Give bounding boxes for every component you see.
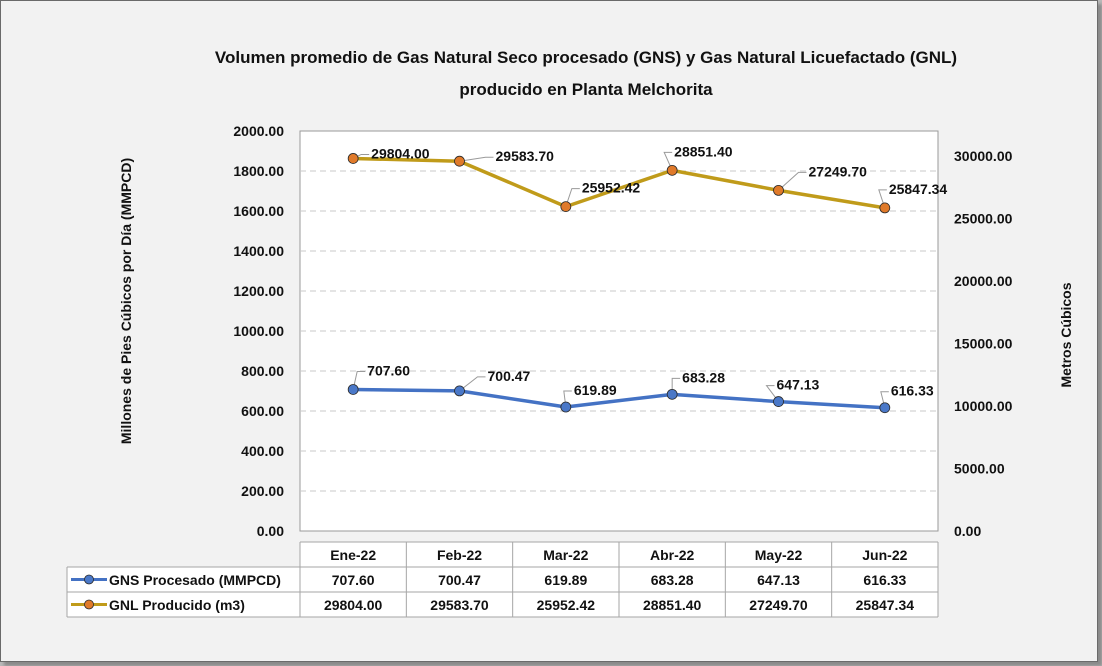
leader-line (459, 376, 486, 392)
data-table: Ene-22 Feb-22 Mar-22 Abr-22 May-22 Jun-22 GNS … (66, 541, 939, 618)
data-label: 707.60 (367, 362, 410, 378)
leader-line (459, 156, 494, 162)
chart-title-line2: producido en Planta Melchorita (459, 80, 713, 99)
y2-axis-label: Metros Cúbicos (1058, 282, 1074, 387)
leader-line (663, 151, 673, 171)
table-cell: 28851.40 (643, 597, 702, 613)
y-tick-label: 800.00 (241, 363, 284, 379)
data-point (347, 153, 359, 164)
y-tick-label: 600.00 (241, 403, 284, 419)
leader-line (880, 391, 889, 408)
y-tick-label: 2000.00 (233, 123, 284, 139)
series-line-gns (353, 387, 885, 410)
leader-line (765, 385, 779, 402)
table-cell: 707.60 (332, 572, 375, 588)
y-tick-label: 1600.00 (233, 203, 284, 219)
data-point (879, 202, 891, 214)
data-label: 700.47 (488, 368, 531, 384)
data-point (560, 201, 572, 212)
table-cell: 683.28 (651, 572, 694, 588)
data-label: 25847.34 (889, 181, 948, 197)
data-point (666, 388, 678, 400)
data-label: 27249.70 (809, 163, 868, 179)
y-tick-label: 1000.00 (233, 323, 284, 339)
data-point (879, 402, 891, 414)
leader-line (878, 189, 887, 209)
x-category-label: Mar-22 (543, 547, 588, 563)
leader-line (778, 171, 807, 191)
data-label: 29804.00 (371, 145, 430, 161)
legend-marker-gnl (84, 599, 94, 610)
table-cell: 619.89 (544, 572, 587, 588)
y2-tick-label: 10000.00 (954, 398, 1013, 414)
y2-tick-label: 20000.00 (954, 273, 1013, 289)
leader-line (565, 188, 580, 207)
data-label: 616.33 (891, 383, 934, 399)
data-point (773, 396, 784, 407)
y2-tick-label: 5000.00 (954, 461, 1005, 477)
legend-label: GNS Procesado (MMPCD) (109, 572, 281, 588)
y-axis-label: Millones de Pies Cúbicos por Día (MMPCD) (118, 158, 134, 444)
table-cell: 700.47 (438, 572, 481, 588)
data-point (666, 164, 678, 176)
table-cell: 25952.42 (537, 597, 596, 613)
x-category-label: Abr-22 (650, 547, 695, 563)
y-axis-ticks: 0.00 200.00 400.00 600.00 800.00 1000.00 1200.… (233, 123, 284, 539)
table-cell: 29804.00 (324, 597, 383, 613)
y-tick-label: 1200.00 (233, 283, 284, 299)
y2-tick-label: 30000.00 (954, 148, 1013, 164)
data-label: 25952.42 (582, 180, 641, 196)
data-label: 29583.70 (496, 148, 555, 164)
x-category-label: Jun-22 (862, 547, 907, 563)
chart-title-line1: Volumen promedio de Gas Natural Seco pro… (215, 48, 957, 67)
data-point (347, 384, 359, 395)
legend-marker-gns (84, 574, 94, 585)
y2-tick-label: 0.00 (954, 523, 981, 539)
data-label: 28851.40 (674, 143, 733, 159)
data-point (454, 385, 465, 397)
legend-label: GNL Producido (m3) (109, 597, 245, 613)
series-group: 707.60 700.47 619.89 683.28 647.13 616.33 2980… (347, 143, 948, 414)
y-tick-label: 200.00 (241, 483, 284, 499)
table-cell: 616.33 (863, 572, 906, 588)
x-category-label: Ene-22 (330, 547, 376, 563)
y2-tick-label: 25000.00 (954, 211, 1013, 227)
y-tick-label: 1800.00 (233, 163, 284, 179)
y-tick-label: 400.00 (241, 443, 284, 459)
series-line-gnl (353, 156, 886, 210)
table-cell: 27249.70 (749, 597, 808, 613)
data-label: 647.13 (777, 377, 820, 393)
table-cell: 29583.70 (430, 597, 489, 613)
data-point (773, 184, 784, 196)
table-cell: 25847.34 (856, 597, 915, 613)
y2-tick-label: 15000.00 (954, 336, 1013, 352)
y-tick-label: 1400.00 (233, 243, 284, 259)
table-cell: 647.13 (757, 572, 800, 588)
data-label: 619.89 (574, 382, 617, 398)
gridlines (300, 170, 938, 492)
y-tick-label: 0.00 (257, 523, 284, 539)
leader-line (352, 370, 366, 390)
data-point (560, 401, 572, 413)
x-category-label: May-22 (755, 547, 803, 563)
data-label: 683.28 (682, 369, 725, 385)
x-category-label: Feb-22 (437, 547, 482, 563)
y2-axis-ticks: 0.00 5000.00 10000.00 15000.00 20000.00 25000… (954, 148, 1013, 539)
data-point (454, 155, 465, 167)
